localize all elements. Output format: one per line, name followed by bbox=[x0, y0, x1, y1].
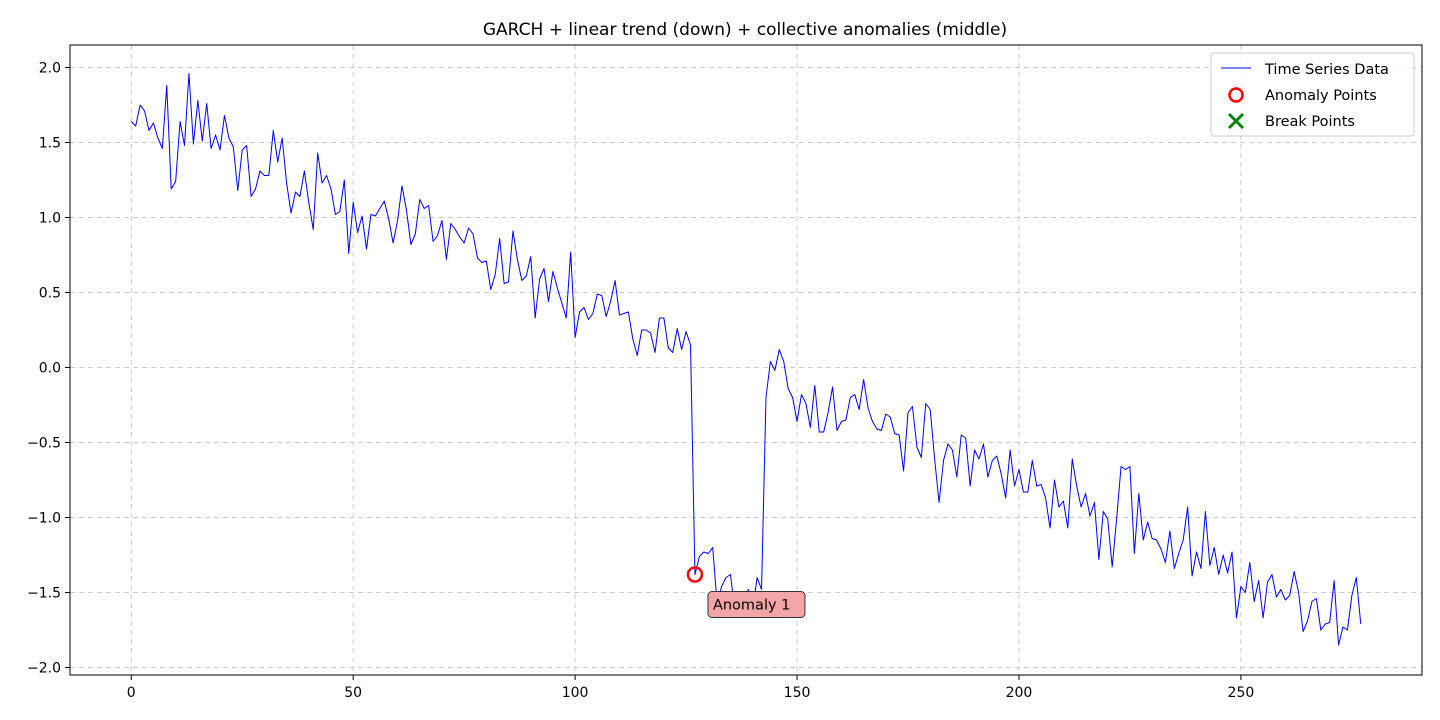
grid bbox=[70, 45, 1422, 675]
anomaly-point bbox=[686, 566, 704, 583]
legend-label-anomaly: Anomaly Points bbox=[1265, 88, 1377, 104]
x-tick-label: 50 bbox=[344, 685, 362, 701]
y-tick-label: 1.5 bbox=[39, 136, 61, 152]
plot-frame bbox=[69, 44, 1423, 676]
legend-box bbox=[1210, 52, 1415, 137]
y-tick-label: −0.5 bbox=[27, 436, 61, 452]
chart-title: GARCH + linear trend (down) + collective… bbox=[483, 20, 1007, 40]
y-tick-label: −1.5 bbox=[27, 586, 61, 602]
x-tick-label: 150 bbox=[784, 685, 811, 701]
y-tick-label: −1.0 bbox=[27, 511, 61, 527]
x-tick-label: 0 bbox=[127, 685, 136, 701]
x-tick-label: 250 bbox=[1228, 685, 1255, 701]
annotation-label: Anomaly 1 bbox=[713, 598, 790, 614]
y-tick-label: 1.0 bbox=[39, 211, 61, 227]
y-tick-label: 2.0 bbox=[39, 61, 61, 77]
anomaly-layer: Anomaly 1 bbox=[686, 566, 806, 618]
legend-x-swatch bbox=[1228, 113, 1244, 129]
legend-circle-swatch bbox=[1228, 87, 1244, 103]
x-tick-label: 100 bbox=[562, 685, 589, 701]
y-axis: 2.0 1.5 1.0 0.5 0.0 −0.5 −1.0 −1.5 −2.0 bbox=[27, 61, 70, 677]
legend-label-break: Break Points bbox=[1265, 114, 1355, 130]
legend: Time Series Data Anomaly Points Break Po… bbox=[1210, 52, 1415, 137]
annotation-box bbox=[707, 591, 806, 618]
x-axis: 0 50 100 150 200 250 bbox=[127, 675, 1254, 701]
y-tick-label: −2.0 bbox=[27, 661, 61, 677]
x-tick-label: 200 bbox=[1006, 685, 1033, 701]
y-tick-label: 0.5 bbox=[39, 286, 61, 302]
y-tick-label: 0.0 bbox=[39, 361, 61, 377]
legend-label-series: Time Series Data bbox=[1264, 62, 1389, 78]
